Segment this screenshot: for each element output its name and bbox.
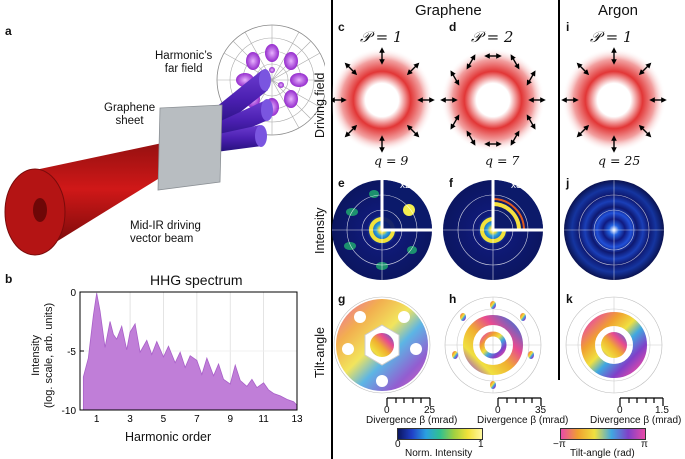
zoom-badge-f: x3 xyxy=(511,180,522,191)
spectrum-chart: 1 3 5 7 9 11 130-5-10 xyxy=(62,288,303,425)
polarization-arrow xyxy=(466,54,476,70)
colorbar-intensity-max: 1 xyxy=(478,439,484,450)
p-label-i: 𝒫 = 1 xyxy=(590,28,633,46)
div-c-label: Divergence β (mrad) xyxy=(366,415,458,426)
p-label-c: 𝒫 = 1 xyxy=(360,28,403,46)
driving-field-row xyxy=(332,47,667,153)
panel-label-g: g xyxy=(338,292,346,306)
x-tick-label: 5 xyxy=(161,414,167,425)
polarization-arrow xyxy=(526,70,536,86)
div-i-tick-1: 1.5 xyxy=(655,405,669,416)
div-d-tick-1: 35 xyxy=(535,405,547,416)
intensity-e xyxy=(332,180,432,280)
panel-label-b: b xyxy=(5,272,13,286)
colorbar-intensity xyxy=(397,428,483,440)
panel-label-h: h xyxy=(449,292,457,306)
p-label-d: 𝒫 = 2 xyxy=(471,28,514,46)
intensity-row xyxy=(332,180,664,280)
graphene-sheet xyxy=(157,104,223,191)
intensity-j xyxy=(564,180,664,280)
polarization-arrow xyxy=(638,62,652,76)
x-tick-label: 13 xyxy=(291,414,303,425)
x-tick-label: 7 xyxy=(194,414,200,425)
x-tick-label: 11 xyxy=(258,414,269,425)
panel-label-d: d xyxy=(449,20,457,34)
panel-label-f: f xyxy=(449,176,453,190)
tilt-h xyxy=(444,296,542,394)
colorbar-tilt-min: −π xyxy=(553,439,566,450)
div-c-tick-1: 25 xyxy=(424,405,436,416)
panel-label-i: i xyxy=(566,20,570,34)
x-tick-label: 3 xyxy=(127,414,133,425)
div-c-tick-0: 0 xyxy=(384,405,390,416)
header-graphene: Graphene xyxy=(415,2,482,19)
y-tick-label: -5 xyxy=(67,347,76,358)
far-field-label: Harmonic’s far field xyxy=(155,50,213,75)
chart-ylabel: Intensity (log. scale, arb. units) xyxy=(30,302,55,408)
div-d-label: Divergence β (mrad) xyxy=(477,415,569,426)
colorbar-tilt-max: π xyxy=(641,439,648,450)
chart-title: HHG spectrum xyxy=(150,272,243,288)
x-tick-label: 1 xyxy=(94,414,100,425)
plot-border xyxy=(79,291,298,411)
polarization-arrow xyxy=(466,130,476,146)
panel-label-e: e xyxy=(338,176,345,190)
tilt-row xyxy=(333,296,663,394)
polarization-arrow xyxy=(344,124,358,138)
polarization-arrow xyxy=(576,124,590,138)
panel-label-a: a xyxy=(5,24,12,38)
y-tick-label: -10 xyxy=(62,406,77,417)
div-i-label: Divergence β (mrad) xyxy=(590,415,682,426)
polarization-arrow xyxy=(344,62,358,76)
colorbar-intensity-label: Norm. Intensity xyxy=(405,448,473,459)
beam-label: Mid-IR driving vector beam xyxy=(130,220,201,245)
div-i-tick-0: 0 xyxy=(617,405,623,416)
polarization-arrow xyxy=(510,54,520,70)
x-tick-label: 9 xyxy=(227,414,233,425)
q-label-i: q = 25 xyxy=(598,153,641,168)
colorbar-intensity-min: 0 xyxy=(395,439,401,450)
y-tick-label: 0 xyxy=(70,288,76,299)
polarization-arrow xyxy=(576,62,590,76)
polarization-arrow xyxy=(510,130,520,146)
panel-label-k: k xyxy=(566,292,573,306)
intensity-f xyxy=(443,180,543,280)
colorbar-tilt-label: Tilt-angle (rad) xyxy=(570,448,635,459)
tilt-g xyxy=(333,296,431,394)
colorbar-tilt xyxy=(560,428,646,440)
panel-label-c: c xyxy=(338,20,345,34)
div-d-tick-0: 0 xyxy=(495,405,501,416)
row-label-tilt: Tilt-angle xyxy=(313,327,327,378)
polarization-arrow xyxy=(450,70,460,86)
graphene-sheet-label: Graphene sheet xyxy=(104,102,156,127)
tilt-k xyxy=(565,296,663,394)
row-label-driving: Driving field xyxy=(313,72,327,138)
harmonic-tubes xyxy=(210,69,273,152)
polarization-arrow xyxy=(406,62,420,76)
header-argon: Argon xyxy=(598,2,639,19)
zoom-badge-e: x2 xyxy=(400,180,411,191)
schematic-drawing xyxy=(4,24,325,256)
q-label-c: q = 9 xyxy=(374,153,409,168)
divergence-scalebars xyxy=(386,397,664,406)
panel-label-j: j xyxy=(566,176,570,190)
chart-xlabel: Harmonic order xyxy=(125,430,212,444)
spectrum-area xyxy=(82,293,298,411)
row-label-intensity: Intensity xyxy=(313,207,327,254)
divider-left xyxy=(331,0,333,459)
polarization-arrow xyxy=(450,114,460,130)
polarization-arrow xyxy=(406,124,420,138)
polarization-arrow xyxy=(638,124,652,138)
q-label-d: q = 7 xyxy=(485,153,520,168)
divider-right xyxy=(558,0,560,380)
polarization-arrow xyxy=(526,114,536,130)
